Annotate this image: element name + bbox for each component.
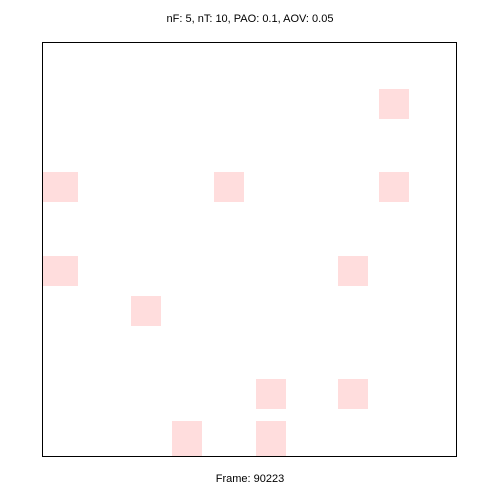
highlighted-cell — [256, 379, 286, 409]
highlighted-cell — [256, 421, 286, 456]
parameters-label: nF: 5, nT: 10, PAO: 0.1, AOV: 0.05 — [166, 13, 334, 25]
highlighted-cell — [338, 256, 368, 286]
highlighted-cell — [214, 172, 244, 202]
highlighted-cell — [379, 172, 409, 202]
highlighted-cell — [338, 379, 368, 409]
highlighted-cell — [43, 172, 78, 202]
highlighted-cell — [131, 296, 161, 326]
simulation-canvas — [42, 42, 457, 457]
highlighted-cell — [172, 421, 202, 456]
highlighted-cell — [43, 256, 78, 286]
highlighted-cell — [379, 89, 409, 119]
frame-counter-label: Frame: 90223 — [215, 473, 285, 485]
